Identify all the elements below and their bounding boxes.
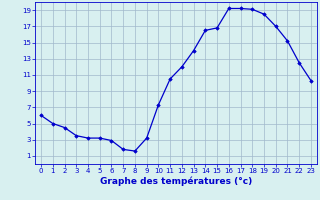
X-axis label: Graphe des températures (°c): Graphe des températures (°c) bbox=[100, 177, 252, 186]
